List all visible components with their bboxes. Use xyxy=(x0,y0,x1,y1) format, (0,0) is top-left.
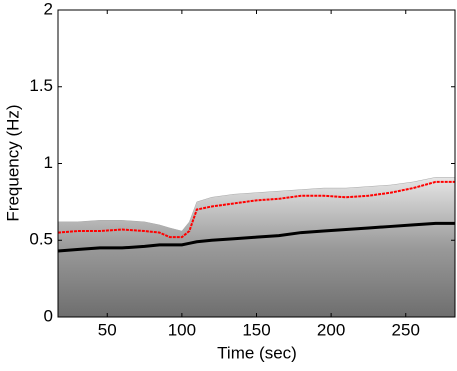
x-tick-label: 150 xyxy=(242,320,270,339)
x-tick-label: 50 xyxy=(98,320,117,339)
y-tick-label: 1 xyxy=(44,153,53,172)
x-tick-label: 250 xyxy=(392,320,420,339)
y-tick-label: 0.5 xyxy=(29,230,53,249)
x-axis-label: Time (sec) xyxy=(217,343,297,362)
x-tick-label: 200 xyxy=(317,320,345,339)
trace-line xyxy=(57,221,455,253)
density-area xyxy=(57,177,456,318)
y-tick-label: 0 xyxy=(44,306,53,325)
x-tick-label: 100 xyxy=(168,320,196,339)
y-axis-label: Frequency (Hz) xyxy=(3,104,22,221)
trace-line xyxy=(57,180,455,239)
y-tick-label: 1.5 xyxy=(29,76,53,95)
y-tick-label: 2 xyxy=(44,0,53,18)
